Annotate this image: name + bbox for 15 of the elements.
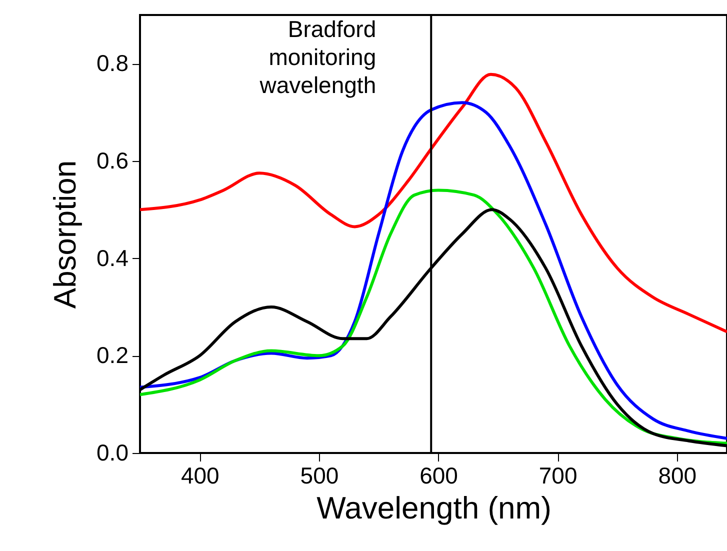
x-tick-label: 800 [658,462,697,488]
y-tick-label: 0.8 [96,50,128,76]
x-tick-label: 600 [420,462,458,488]
line-series [140,101,727,440]
x-tick-label: 700 [538,462,578,488]
line-series [140,72,727,334]
y-tick-label: 0.0 [96,440,128,466]
y-tick-label: 0.4 [96,244,129,271]
y-tick-label: 0.6 [96,148,128,174]
x-tick-label: 400 [180,462,220,488]
y-tick-label: 0.2 [96,342,128,368]
y-axis-title: Absorption [48,160,83,309]
ref-line-label: Bradford monitoring wavelength [258,16,376,98]
x-tick-label: 500 [300,462,339,488]
x-axis-title: Wavelength (nm) [316,490,552,526]
